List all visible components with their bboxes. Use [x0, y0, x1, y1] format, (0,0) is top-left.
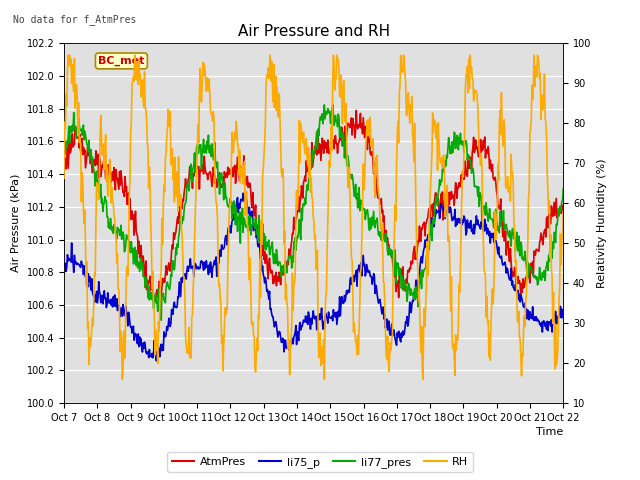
Text: BC_met: BC_met — [98, 56, 145, 66]
Y-axis label: Air Pressure (kPa): Air Pressure (kPa) — [11, 174, 21, 272]
X-axis label: Time: Time — [536, 427, 563, 437]
Legend: AtmPres, li75_p, li77_pres, RH: AtmPres, li75_p, li77_pres, RH — [167, 452, 473, 472]
Y-axis label: Relativity Humidity (%): Relativity Humidity (%) — [597, 158, 607, 288]
Title: Air Pressure and RH: Air Pressure and RH — [237, 24, 390, 39]
Text: No data for f_AtmPres: No data for f_AtmPres — [13, 14, 136, 25]
